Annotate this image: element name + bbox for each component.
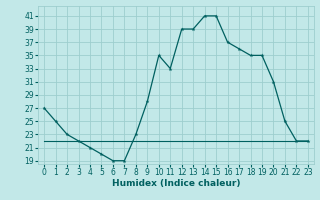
X-axis label: Humidex (Indice chaleur): Humidex (Indice chaleur) bbox=[112, 179, 240, 188]
